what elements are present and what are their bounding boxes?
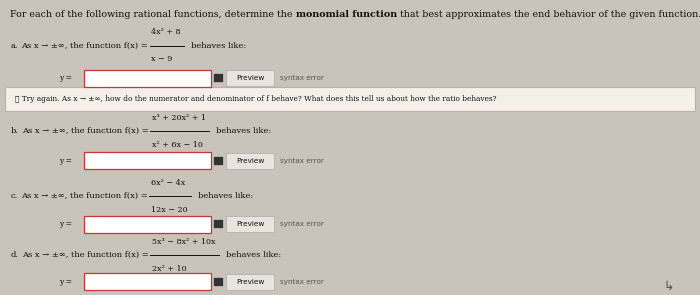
FancyBboxPatch shape xyxy=(214,157,223,165)
Text: As x → ±∞, the function f(x) =: As x → ±∞, the function f(x) = xyxy=(22,42,148,50)
Text: Preview: Preview xyxy=(236,279,264,285)
Text: monomial function: monomial function xyxy=(296,10,397,19)
Text: x³ + 20x² + 1: x³ + 20x² + 1 xyxy=(152,114,206,122)
Text: d.: d. xyxy=(10,251,18,259)
Text: 4x² + 8: 4x² + 8 xyxy=(151,28,181,36)
FancyBboxPatch shape xyxy=(214,278,223,286)
Text: For each of the following rational functions, determine the: For each of the following rational funct… xyxy=(10,10,296,19)
Text: ✖ Try again. As x → ±∞, how do the numerator and denominator of f behave? What d: ✖ Try again. As x → ±∞, how do the numer… xyxy=(15,95,497,103)
Text: y =: y = xyxy=(60,278,73,286)
Text: 5x³ − 8x² + 10x: 5x³ − 8x² + 10x xyxy=(152,238,215,246)
Text: behaves like:: behaves like: xyxy=(191,42,246,50)
Text: syntax error: syntax error xyxy=(280,279,324,285)
FancyBboxPatch shape xyxy=(226,274,274,290)
Text: that best approximates the end behavior of the given function.: that best approximates the end behavior … xyxy=(397,10,700,19)
Text: ↳: ↳ xyxy=(664,280,673,293)
Text: y =: y = xyxy=(60,157,73,165)
Text: As x → ±∞, the function f(x) =: As x → ±∞, the function f(x) = xyxy=(21,192,148,200)
FancyBboxPatch shape xyxy=(226,70,274,86)
FancyBboxPatch shape xyxy=(84,152,211,169)
Text: c.: c. xyxy=(10,192,18,200)
FancyBboxPatch shape xyxy=(84,70,211,87)
Text: behaves like:: behaves like: xyxy=(225,251,281,259)
Text: As x → ±∞, the function f(x) =: As x → ±∞, the function f(x) = xyxy=(22,251,148,259)
FancyBboxPatch shape xyxy=(5,87,695,111)
Text: 6x² − 4x: 6x² − 4x xyxy=(150,179,185,187)
Text: y =: y = xyxy=(60,220,73,228)
FancyBboxPatch shape xyxy=(84,216,211,233)
Text: b.: b. xyxy=(10,127,18,135)
Text: syntax error: syntax error xyxy=(280,75,324,81)
FancyBboxPatch shape xyxy=(84,273,211,290)
FancyBboxPatch shape xyxy=(214,220,223,228)
FancyBboxPatch shape xyxy=(214,74,223,82)
Text: x² + 6x − 10: x² + 6x − 10 xyxy=(152,141,202,149)
Text: x − 9: x − 9 xyxy=(151,55,172,63)
Text: Preview: Preview xyxy=(236,221,264,227)
Text: Preview: Preview xyxy=(236,158,264,164)
Text: syntax error: syntax error xyxy=(280,221,324,227)
Text: behaves like:: behaves like: xyxy=(198,192,253,200)
FancyBboxPatch shape xyxy=(226,153,274,169)
Text: a.: a. xyxy=(10,42,18,50)
Text: As x → ±∞, the function f(x) =: As x → ±∞, the function f(x) = xyxy=(22,127,148,135)
FancyBboxPatch shape xyxy=(226,216,274,232)
Text: syntax error: syntax error xyxy=(280,158,324,164)
Text: behaves like:: behaves like: xyxy=(216,127,272,135)
Text: 12x − 20: 12x − 20 xyxy=(150,206,188,214)
Text: y =: y = xyxy=(60,74,73,82)
Text: 2x² + 10: 2x² + 10 xyxy=(152,265,186,273)
Text: Preview: Preview xyxy=(236,75,264,81)
